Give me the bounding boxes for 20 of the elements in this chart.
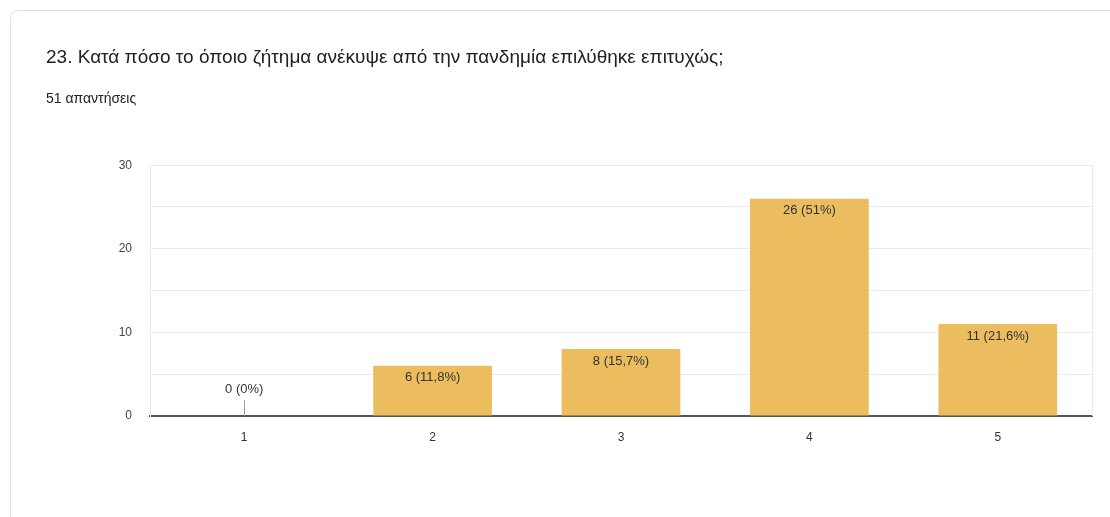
- data-label: 26 (51%): [783, 202, 836, 218]
- y-tick-label: 30: [118, 157, 133, 172]
- x-tick-label: 4: [806, 429, 814, 444]
- x-tick-label: 5: [994, 429, 1002, 444]
- chart-subtitle: 51 απαντήσεις: [46, 89, 137, 107]
- y-tick-label: 10: [118, 324, 133, 339]
- chart-title: 23. Κατά πόσο το όποιο ζήτημα ανέκυψε από την πανδημία επιλύθηκε επιτυχώς;: [46, 45, 724, 69]
- x-tick-label: 2: [429, 429, 437, 444]
- y-tick-label: 20: [118, 241, 133, 256]
- bar: [750, 198, 869, 416]
- bar: [561, 349, 681, 416]
- data-label: 0 (0%): [225, 380, 264, 396]
- data-label: 6 (11,8%): [404, 369, 461, 385]
- y-tick-label: 0: [125, 408, 133, 423]
- bar: [373, 365, 492, 416]
- x-tick-label: 3: [617, 429, 625, 444]
- bar: [938, 324, 1058, 416]
- x-tick-label: 1: [240, 429, 248, 444]
- data-label: 11 (21,6%): [966, 327, 1030, 343]
- data-label: 8 (15,7%): [592, 352, 650, 368]
